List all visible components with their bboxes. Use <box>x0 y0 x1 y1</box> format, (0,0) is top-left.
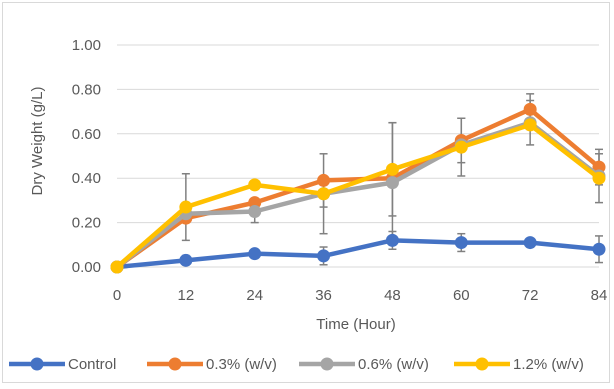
chart-frame: 0.00 0.20 0.40 0.60 0.80 1.00 0 12 24 36 48 60 72 84… <box>2 2 610 383</box>
x-axis-ticks: 0 12 24 36 48 60 72 84 <box>113 287 608 304</box>
series-line <box>114 122 602 270</box>
series-line <box>114 238 602 270</box>
y-tick-label: 0.40 <box>72 170 101 187</box>
legend-item: Control <box>9 356 116 373</box>
x-tick-label: 60 <box>453 287 470 304</box>
data-point <box>454 236 468 250</box>
y-tick-label: 0.60 <box>72 126 101 143</box>
data-point <box>179 200 193 214</box>
data-point <box>248 247 262 261</box>
x-axis-title: Time (Hour) <box>316 316 395 333</box>
series-lines <box>110 102 606 274</box>
data-point <box>385 176 399 190</box>
data-point <box>248 178 262 192</box>
legend-swatch-marker <box>320 357 334 371</box>
data-point <box>248 205 262 218</box>
x-tick-label: 84 <box>591 287 608 304</box>
data-point <box>317 249 331 263</box>
data-point <box>385 233 399 247</box>
legend-swatch-marker <box>475 357 489 371</box>
data-point <box>523 118 537 132</box>
y-tick-label: 0.80 <box>72 81 101 98</box>
data-point <box>592 171 606 185</box>
legend-swatch-marker <box>30 357 44 371</box>
y-tick-label: 0.20 <box>72 215 101 232</box>
legend-item: 1.2% (w/v) <box>454 356 584 373</box>
line-chart: 0.00 0.20 0.40 0.60 0.80 1.00 0 12 24 36 48 60 72 84… <box>9 37 608 373</box>
legend-label: 0.6% (w/v) <box>358 356 429 373</box>
data-point <box>592 160 606 174</box>
legend-label: 1.2% (w/v) <box>513 356 584 373</box>
x-tick-label: 36 <box>315 287 332 304</box>
legend-label: Control <box>68 356 116 373</box>
x-tick-label: 0 <box>113 287 121 304</box>
data-point <box>454 140 468 154</box>
data-point <box>317 187 331 201</box>
data-point <box>592 242 606 256</box>
x-tick-label: 12 <box>178 287 195 304</box>
y-axis-title: Dry Weight (g/L) <box>29 87 46 196</box>
data-point <box>179 253 193 267</box>
data-point <box>317 173 331 187</box>
legend-item: 0.3% (w/v) <box>147 356 277 373</box>
x-tick-label: 24 <box>246 287 263 304</box>
y-tick-label: 1.00 <box>72 37 101 54</box>
data-point <box>248 196 262 210</box>
x-tick-label: 48 <box>384 287 401 304</box>
legend-label: 0.3% (w/v) <box>206 356 277 373</box>
data-point <box>523 102 537 116</box>
y-tick-label: 0.00 <box>72 259 101 276</box>
data-point <box>110 260 124 274</box>
gridlines <box>117 44 599 224</box>
x-tick-label: 72 <box>522 287 539 304</box>
data-point <box>385 162 399 176</box>
legend-swatch-marker <box>168 357 182 371</box>
data-point <box>523 236 537 250</box>
legend: Control 0.3% (w/v) 0.6% (w/v) 1.2% (w/v) <box>9 356 584 373</box>
series-4 <box>110 118 606 274</box>
y-axis-ticks: 0.00 0.20 0.40 0.60 0.80 1.00 <box>72 37 101 276</box>
legend-item: 0.6% (w/v) <box>299 356 429 373</box>
